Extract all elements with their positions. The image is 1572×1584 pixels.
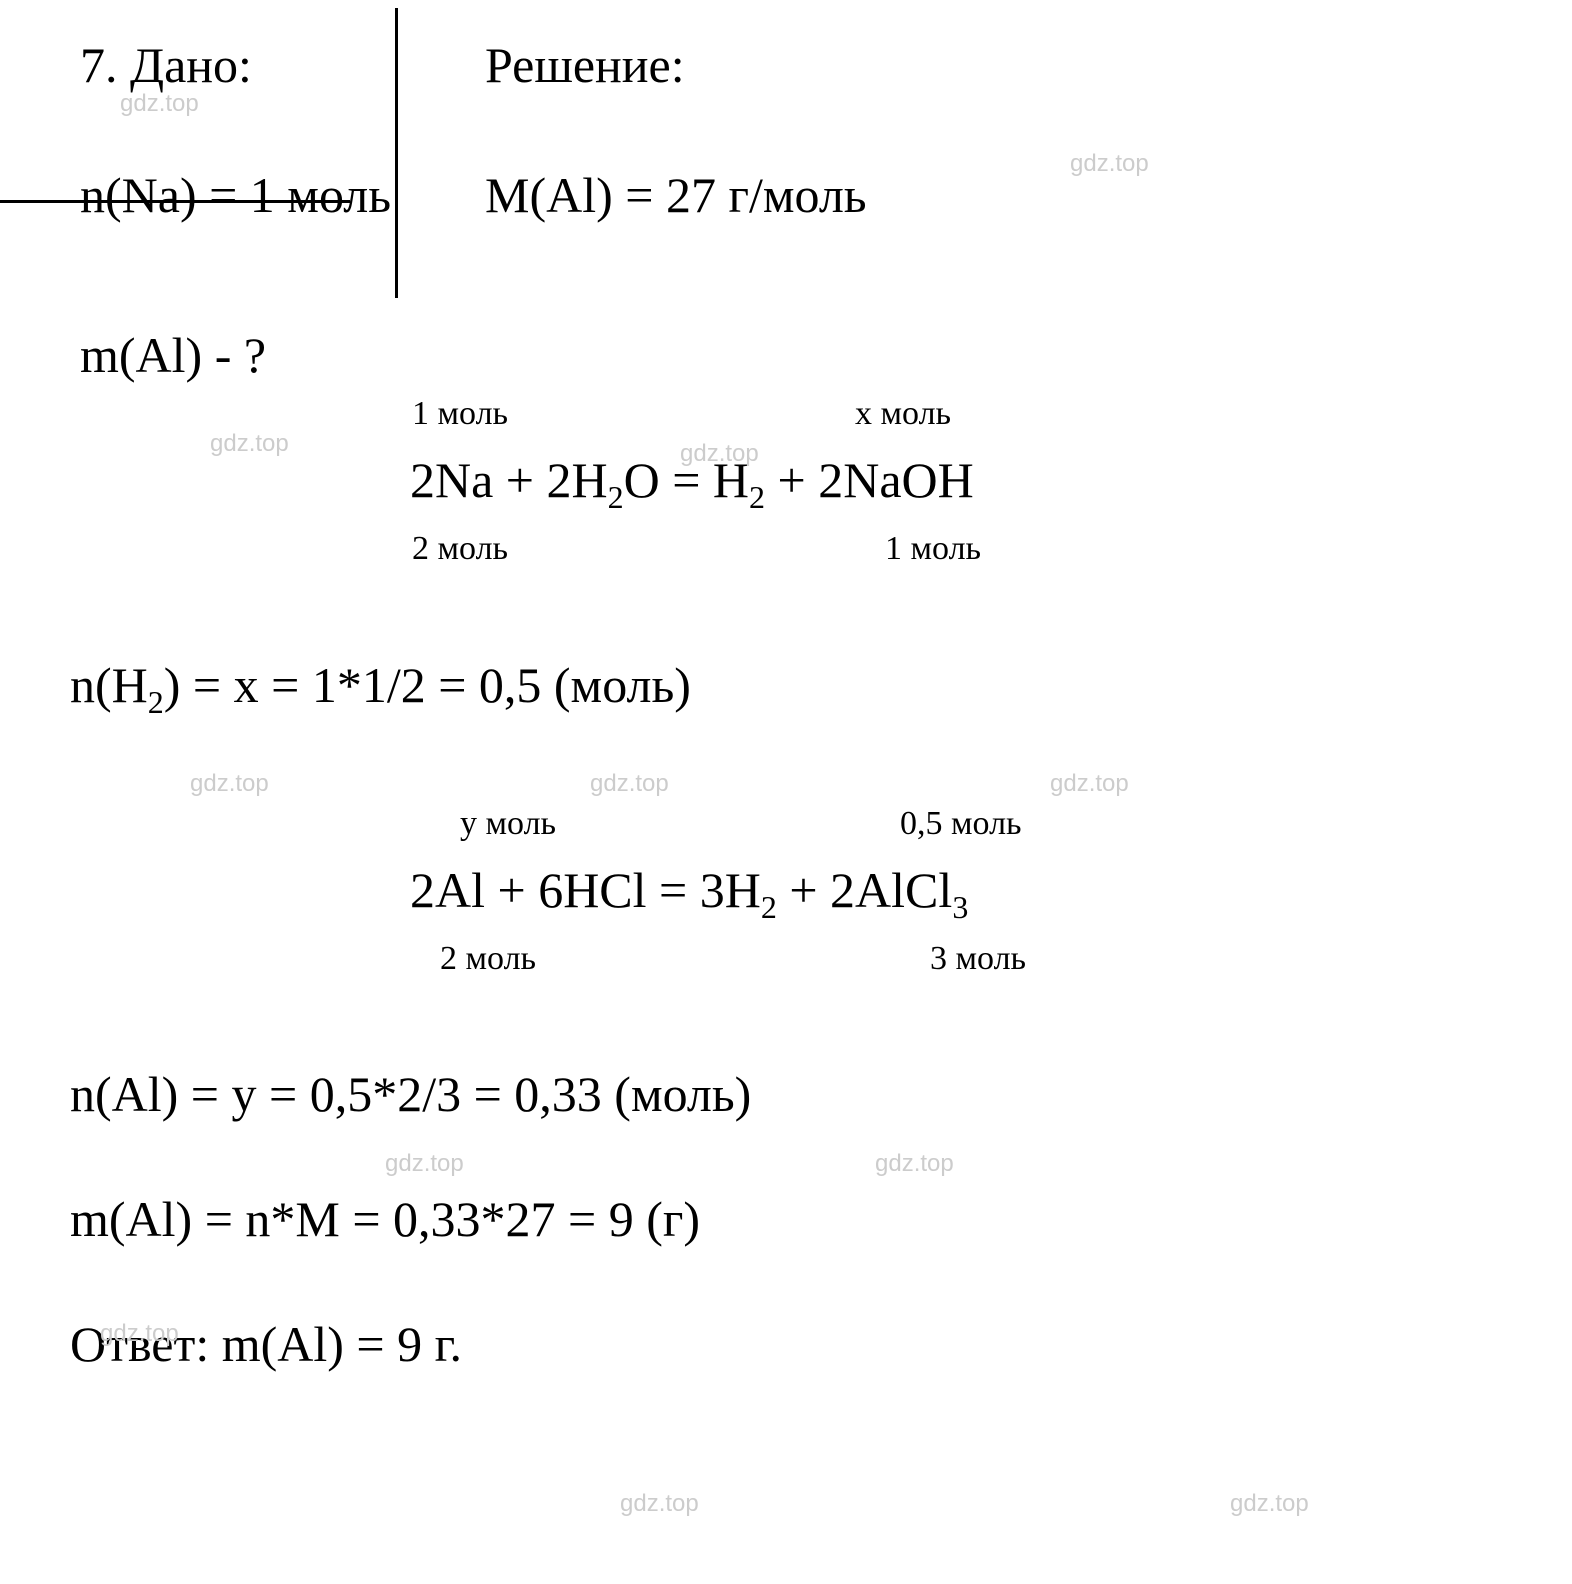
eq1-ann-below-left: 2 моль <box>412 525 508 573</box>
problem-number: 7. <box>80 37 118 93</box>
data-row-1: n(Na) = 1 моль M(Al) = 27 г/моль <box>70 160 1502 230</box>
calc-2: n(Al) = y = 0,5*2/3 = 0,33 (моль) <box>70 1059 1502 1129</box>
eq2-ann-below-right: 3 моль <box>930 935 1026 983</box>
vertical-divider <box>395 8 398 298</box>
eq2-ann-above-left: y моль <box>460 800 556 848</box>
eq2-ann-below-left: 2 моль <box>440 935 536 983</box>
horizontal-divider <box>0 200 350 203</box>
eq2-ann-above-right: 0,5 моль <box>900 800 1022 848</box>
equation-2-block: y моль 0,5 моль 2Al + 6HCl = 3H2 + 2AlCl… <box>70 855 1502 930</box>
calc-3: m(Al) = n*M = 0,33*27 = 9 (г) <box>70 1184 1502 1254</box>
eq2-formula: 2Al + 6HCl = 3H2 + 2AlCl3 <box>70 855 1502 930</box>
calc-1: n(H2) = x = 1*1/2 = 0,5 (моль) <box>70 650 1502 725</box>
data-row-2: m(Al) - ? <box>70 320 1502 390</box>
header-row: 7. Дано: Решение: <box>70 30 1502 100</box>
given-line-1: n(Na) = 1 моль <box>70 160 465 230</box>
solution-molar-mass: M(Al) = 27 г/моль <box>465 160 867 230</box>
watermark-text: gdz.top <box>620 1490 699 1518</box>
given-line-2: m(Al) - ? <box>70 320 465 390</box>
solution-header: Решение: <box>465 30 685 100</box>
eq1-ann-above-left: 1 моль <box>412 390 508 438</box>
given-label: Дано: <box>130 37 252 93</box>
given-header: 7. Дано: <box>70 30 465 100</box>
eq1-formula: 2Na + 2H2O = H2 + 2NaOH <box>70 445 1502 520</box>
equation-1-block: 1 моль х моль 2Na + 2H2O = H2 + 2NaOH 2 … <box>70 445 1502 520</box>
watermark-text: gdz.top <box>1230 1490 1309 1518</box>
eq1-ann-above-right: х моль <box>855 390 951 438</box>
eq1-ann-below-right: 1 моль <box>885 525 981 573</box>
problem-content: 7. Дано: Решение: n(Na) = 1 моль M(Al) =… <box>70 30 1502 1379</box>
answer-line: Ответ: m(Al) = 9 г. <box>70 1309 1502 1379</box>
